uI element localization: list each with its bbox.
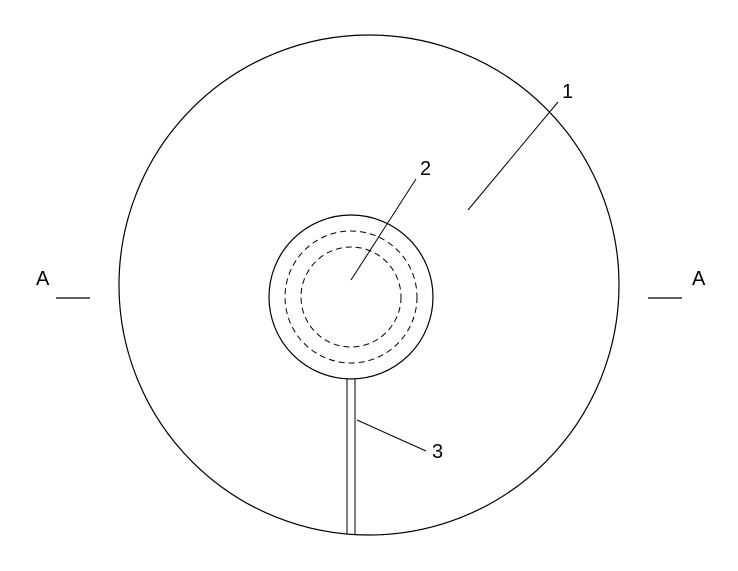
leader-line-3 (357, 420, 426, 451)
leader-line-2 (351, 179, 416, 280)
inner-dashed-outer-circle (285, 231, 417, 363)
technical-diagram: 1 2 3 A A (0, 0, 738, 571)
inner-solid-circle (269, 215, 433, 379)
section-label-a-left: A (36, 268, 50, 290)
callout-label-1: 1 (562, 81, 573, 103)
callout-label-3: 3 (432, 441, 443, 463)
section-label-a-right: A (692, 268, 706, 290)
leader-line-1 (468, 102, 558, 210)
outer-circle (119, 35, 619, 535)
callout-label-2: 2 (420, 158, 431, 180)
inner-dashed-inner-circle (301, 247, 401, 347)
